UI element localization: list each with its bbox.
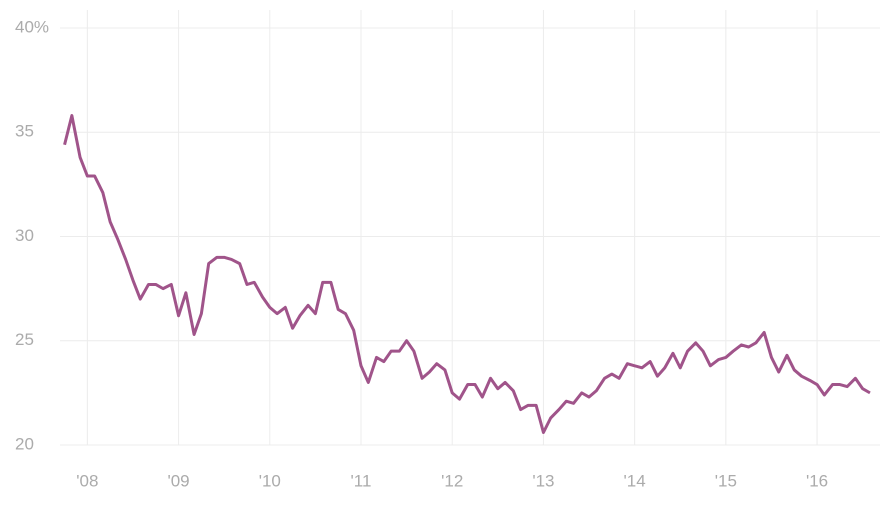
y-tick-label: 40% bbox=[15, 17, 49, 36]
line-series bbox=[63, 114, 871, 434]
x-tick-label: '11 bbox=[351, 471, 372, 490]
y-tick-label: 30 bbox=[15, 226, 34, 245]
y-tick-label: 20 bbox=[15, 434, 34, 453]
x-tick-label: '14 bbox=[624, 471, 646, 490]
y-tick-label: 25 bbox=[15, 330, 34, 349]
x-tick-label: '13 bbox=[532, 471, 554, 490]
x-tick-label: '12 bbox=[441, 471, 463, 490]
x-tick-label: '16 bbox=[806, 471, 828, 490]
x-tick-label: '10 bbox=[259, 471, 281, 490]
y-tick-label: 35 bbox=[15, 122, 34, 141]
x-tick-label: '15 bbox=[715, 471, 737, 490]
x-tick-label: '08 bbox=[76, 471, 98, 490]
x-tick-label: '09 bbox=[167, 471, 189, 490]
